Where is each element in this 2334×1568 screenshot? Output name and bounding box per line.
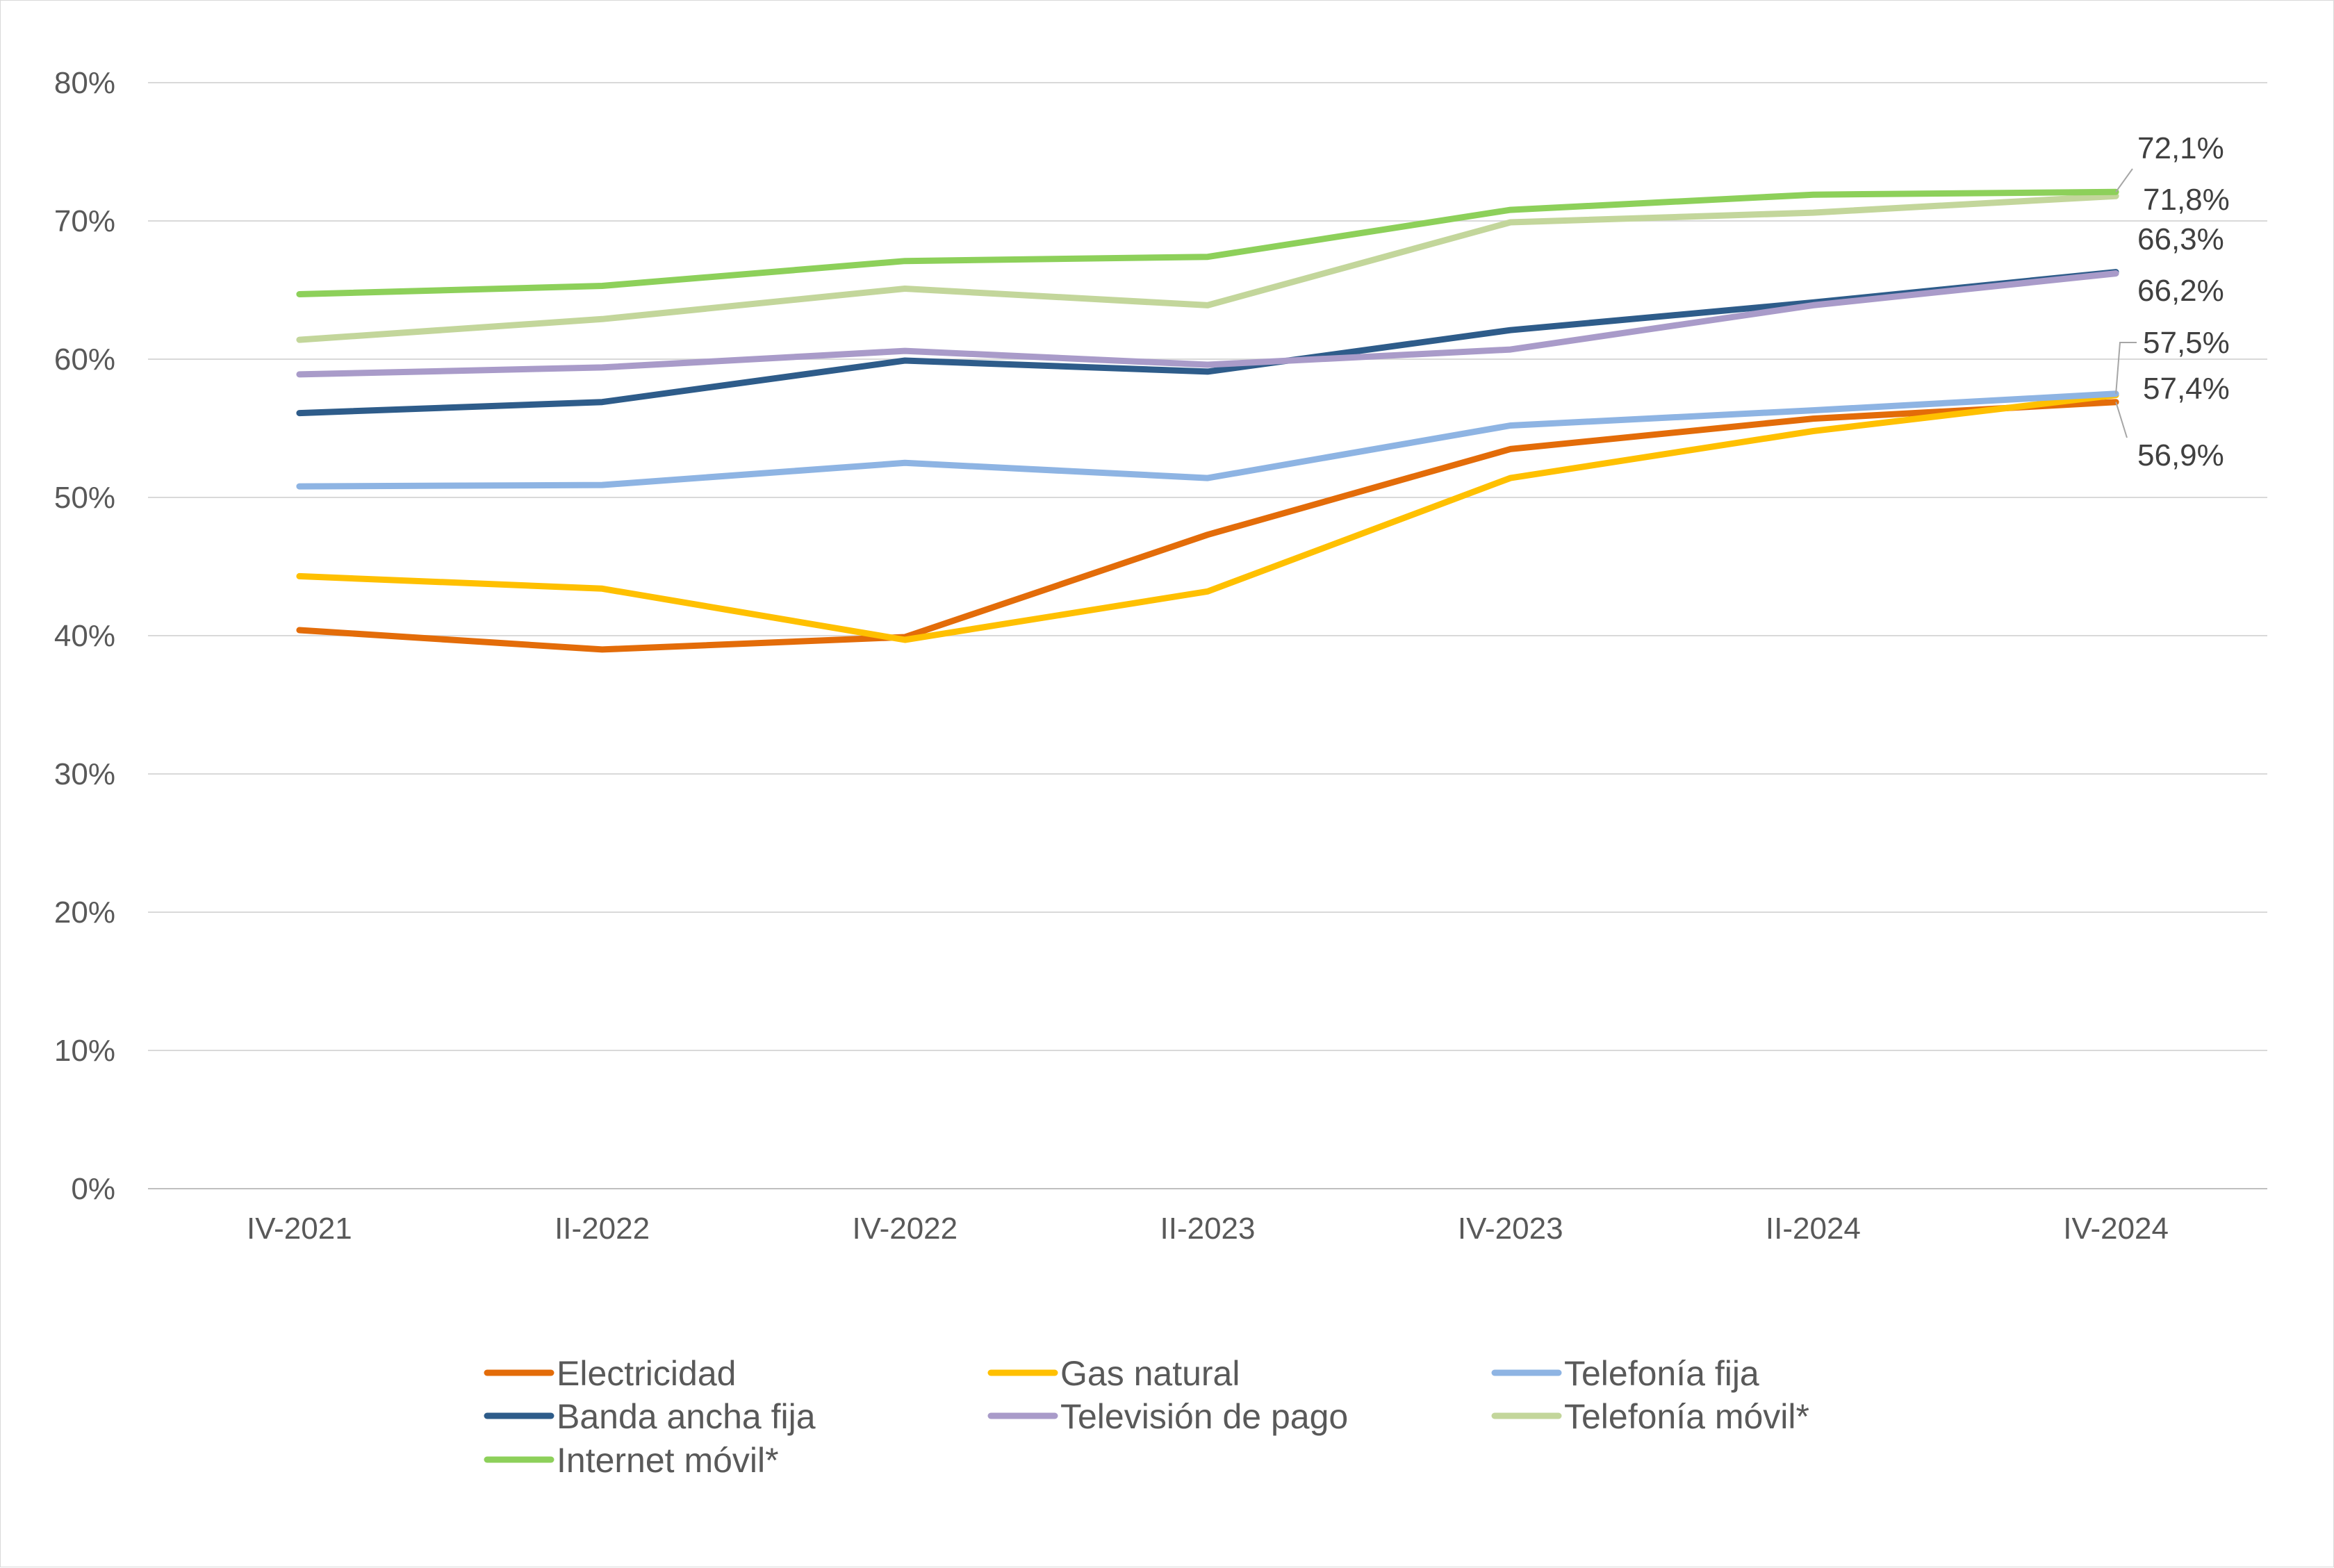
- legend-label-electricidad: Electricidad: [557, 1354, 736, 1393]
- gridlines: [148, 82, 2267, 1189]
- legend-label-telefonia-movil: Telefonía móvil*: [1564, 1397, 1809, 1436]
- x-tick-label: IV-2021: [247, 1212, 352, 1246]
- x-tick-label: II-2022: [554, 1212, 650, 1246]
- series-line-internet-movil: [296, 188, 2119, 297]
- y-tick-label: 30%: [54, 757, 115, 791]
- legend-label-internet-movil: Internet móvil*: [557, 1441, 779, 1480]
- legend-label-gas-natural: Gas natural: [1060, 1354, 1240, 1393]
- x-tick-label: IV-2024: [2063, 1212, 2169, 1246]
- end-value-labels: 56,9% 57,4% 57,5% 66,3% 66,2% 71,8% 72,1%: [2137, 131, 2230, 472]
- legend-label-telefonia-fija: Telefonía fija: [1564, 1354, 1759, 1393]
- x-tick-label: IV-2023: [1458, 1212, 1563, 1246]
- end-label-gas-natural: 57,4%: [2143, 372, 2230, 406]
- legend-label-banda-ancha-fija: Banda ancha fija: [557, 1397, 816, 1436]
- leader-line-electricidad: [2115, 402, 2128, 438]
- x-tick-label: IV-2022: [852, 1212, 958, 1246]
- series-line-television-de-pago: [296, 270, 2119, 378]
- series-line-telefonia-movil: [296, 192, 2119, 343]
- leader-line-telefonia-fija: [2115, 342, 2137, 394]
- y-tick-label: 50%: [54, 481, 115, 515]
- series-line-gas-natural: [296, 392, 2119, 643]
- y-tick-label: 40%: [54, 619, 115, 653]
- y-tick-label: 10%: [54, 1034, 115, 1068]
- y-axis-tick-labels: 0% 10% 20% 30% 40% 50% 60% 70% 80%: [54, 66, 115, 1206]
- end-label-telefonia-fija: 57,5%: [2143, 326, 2230, 360]
- x-tick-label: II-2024: [1766, 1212, 1861, 1246]
- y-tick-label: 70%: [54, 204, 115, 238]
- y-tick-label: 0%: [71, 1172, 115, 1206]
- leader-line-internet-movil: [2115, 168, 2133, 192]
- x-axis-tick-labels: IV-2021 II-2022 IV-2022 II-2023 IV-2023 II-20…: [247, 1212, 2169, 1246]
- legend: Electricidad Gas natural Telefonía fija Ban…: [484, 1354, 1809, 1480]
- series-lines: [296, 188, 2119, 653]
- series-line-banda-ancha-fija: [296, 269, 2119, 417]
- end-label-leader-lines: [2115, 168, 2137, 438]
- y-tick-label: 80%: [54, 66, 115, 100]
- y-tick-label: 20%: [54, 896, 115, 930]
- end-label-television-de-pago: 66,2%: [2137, 274, 2224, 308]
- end-label-banda-ancha-fija: 66,3%: [2137, 222, 2224, 256]
- x-tick-label: II-2023: [1160, 1212, 1256, 1246]
- series-line-electricidad: [296, 399, 2119, 653]
- legend-label-television-de-pago: Televisión de pago: [1060, 1397, 1348, 1436]
- end-label-electricidad: 56,9%: [2137, 438, 2224, 472]
- end-label-telefonia-movil: 71,8%: [2143, 183, 2230, 217]
- end-label-internet-movil: 72,1%: [2137, 131, 2224, 165]
- y-tick-label: 60%: [54, 343, 115, 377]
- series-line-telefonia-fija: [296, 390, 2119, 490]
